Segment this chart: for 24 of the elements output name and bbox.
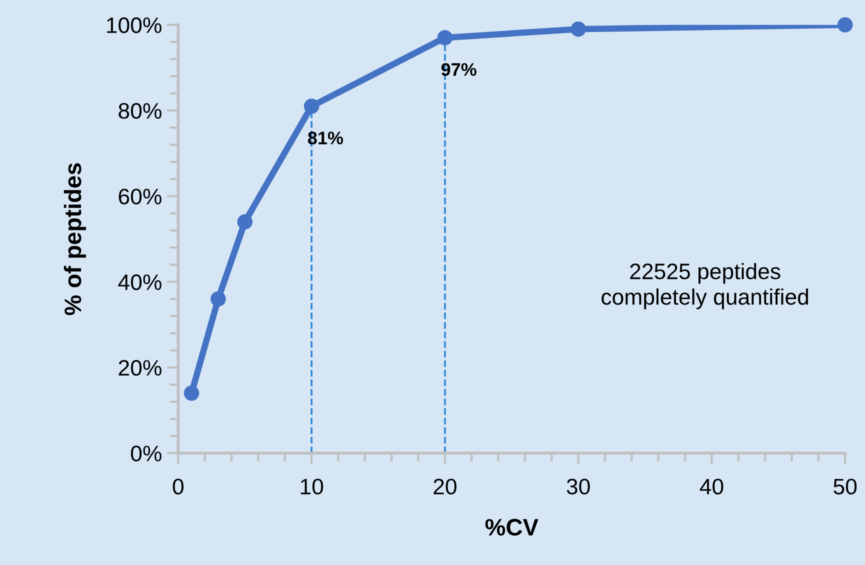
point bbox=[304, 98, 320, 114]
y-tick-label: 60% bbox=[118, 188, 162, 204]
point bbox=[437, 30, 453, 46]
y-axis-title: % of peptides bbox=[64, 163, 86, 316]
x-axis-title: %CV bbox=[485, 518, 538, 536]
point bbox=[237, 214, 253, 230]
y-tick-label: 20% bbox=[118, 360, 162, 376]
y-tick-label: 80% bbox=[118, 103, 162, 119]
x-tick-label: 40 bbox=[700, 478, 724, 494]
annotation: 22525 peptides completely quantified bbox=[602, 262, 808, 310]
x-tick-label: 50 bbox=[834, 478, 857, 494]
point bbox=[210, 291, 226, 307]
y-tick-label: 100% bbox=[107, 17, 162, 34]
x-tick-label: 0 bbox=[172, 478, 184, 494]
point bbox=[570, 22, 586, 37]
y-tick-label: 0% bbox=[130, 446, 162, 462]
point bbox=[837, 17, 853, 32]
x-tick-label: 20 bbox=[434, 478, 456, 494]
annotation: 81% bbox=[308, 132, 344, 144]
y-tick-label: 40% bbox=[118, 274, 162, 290]
point bbox=[184, 386, 200, 401]
x-tick-label: 30 bbox=[566, 478, 590, 494]
annotation: 97% bbox=[441, 63, 476, 76]
x-tick-label: 10 bbox=[300, 478, 324, 494]
